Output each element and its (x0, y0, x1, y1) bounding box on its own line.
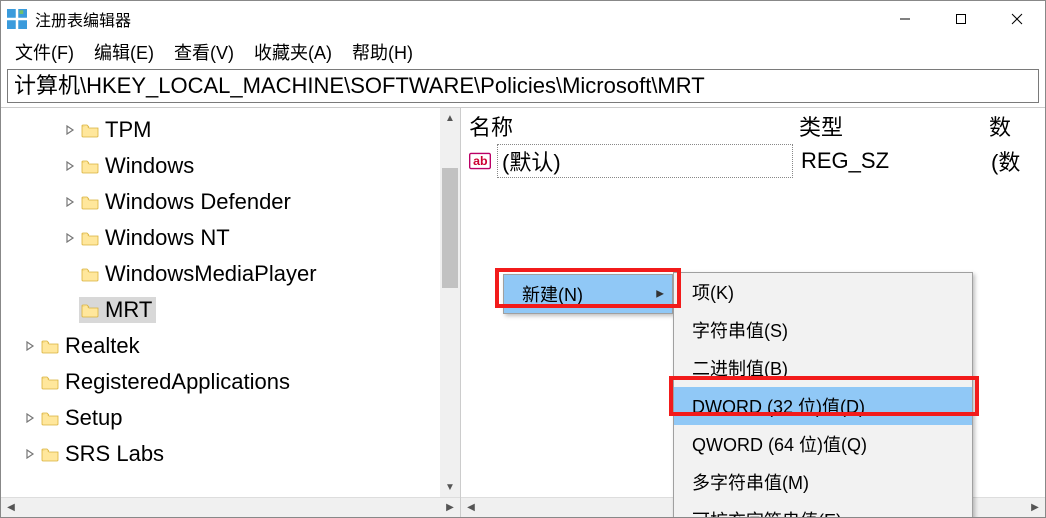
column-data[interactable]: 数 (981, 108, 1045, 144)
main-split: TPM Windows Windows Defender Windows NT Wind… (1, 107, 1045, 517)
tree-expander-icon[interactable] (21, 337, 39, 355)
context-item-new[interactable]: 新建(N)▶ (504, 275, 672, 313)
window-controls (877, 1, 1045, 37)
value-type: REG_SZ (793, 146, 983, 176)
tree-label: TPM (105, 117, 151, 143)
folder-icon (41, 338, 59, 354)
titlebar: 注册表编辑器 (1, 1, 1045, 37)
tree-label: MRT (105, 297, 152, 323)
scroll-up-icon[interactable]: ▲ (440, 108, 460, 128)
tree-expander-icon[interactable] (21, 409, 39, 427)
context-item[interactable]: 字符串值(S) (674, 311, 972, 349)
close-button[interactable] (989, 1, 1045, 37)
folder-icon (81, 158, 99, 174)
menubar: 文件(F) 编辑(E) 查看(V) 收藏夹(A) 帮助(H) (1, 37, 1045, 67)
tree-expander-icon[interactable] (61, 265, 79, 283)
tree-expander-icon[interactable] (61, 121, 79, 139)
list-body[interactable]: ab (默认) REG_SZ (数 新建(N)▶ 项(K)字符串值(S)二进制值… (461, 144, 1045, 497)
scroll-right-icon[interactable]: ▶ (1025, 498, 1045, 518)
tree-expander-icon[interactable] (21, 373, 39, 391)
context-item[interactable]: 多字符串值(M) (674, 463, 972, 501)
tree-label: Setup (65, 405, 123, 431)
string-value-icon: ab (469, 150, 491, 172)
scroll-left-icon[interactable]: ◀ (461, 498, 481, 518)
context-menu-primary: 新建(N)▶ (503, 274, 673, 314)
tree-pane: TPM Windows Windows Defender Windows NT Wind… (1, 108, 461, 517)
tree-row[interactable]: SRS Labs (1, 436, 460, 472)
folder-icon (41, 374, 59, 390)
registry-editor-window: 注册表编辑器 文件(F) 编辑(E) 查看(V) 收藏夹(A) 帮助(H) 计算… (0, 0, 1046, 518)
tree-row[interactable]: Windows Defender (1, 184, 460, 220)
scroll-down-icon[interactable]: ▼ (440, 477, 460, 497)
tree-row[interactable]: Realtek (1, 328, 460, 364)
app-icon (7, 9, 27, 29)
context-item[interactable]: 二进制值(B) (674, 349, 972, 387)
tree-expander-icon[interactable] (61, 157, 79, 175)
tree-horizontal-scrollbar[interactable]: ◀ ▶ (1, 497, 460, 517)
value-name: (默认) (497, 144, 793, 178)
scroll-right-icon[interactable]: ▶ (440, 498, 460, 518)
tree-label: Windows NT (105, 225, 230, 251)
column-name[interactable]: 名称 (461, 108, 791, 144)
tree-row[interactable]: Setup (1, 400, 460, 436)
tree-expander-icon[interactable] (21, 445, 39, 463)
tree-label: WindowsMediaPlayer (105, 261, 317, 287)
list-row[interactable]: ab (默认) REG_SZ (数 (461, 144, 1045, 178)
tree-label: Windows (105, 153, 194, 179)
tree-row[interactable]: WindowsMediaPlayer (1, 256, 460, 292)
list-header: 名称 类型 数 (461, 108, 1045, 144)
tree-label: Windows Defender (105, 189, 291, 215)
menu-help[interactable]: 帮助(H) (342, 37, 423, 67)
tree-row[interactable]: TPM (1, 112, 460, 148)
tree-row[interactable]: Windows (1, 148, 460, 184)
context-item[interactable]: DWORD (32 位)值(D) (674, 387, 972, 425)
folder-icon (41, 410, 59, 426)
tree-expander-icon[interactable] (61, 193, 79, 211)
address-bar[interactable]: 计算机\HKEY_LOCAL_MACHINE\SOFTWARE\Policies… (7, 69, 1039, 103)
maximize-button[interactable] (933, 1, 989, 37)
submenu-arrow-icon: ▶ (656, 289, 664, 300)
tree-label: RegisteredApplications (65, 369, 290, 395)
minimize-button[interactable] (877, 1, 933, 37)
value-data: (数 (983, 143, 1045, 179)
tree-expander-icon[interactable] (61, 229, 79, 247)
values-pane: 名称 类型 数 ab (默认) REG_SZ (数 新建(N)▶ 项(K)字符串… (461, 108, 1045, 517)
folder-icon (81, 230, 99, 246)
tree-expander-icon[interactable] (61, 301, 79, 319)
context-item[interactable]: QWORD (64 位)值(Q) (674, 425, 972, 463)
folder-icon (81, 302, 99, 318)
menu-view[interactable]: 查看(V) (164, 37, 244, 67)
tree-row[interactable]: Windows NT (1, 220, 460, 256)
menu-edit[interactable]: 编辑(E) (84, 37, 164, 67)
folder-icon (81, 194, 99, 210)
context-item[interactable]: 项(K) (674, 273, 972, 311)
folder-icon (81, 266, 99, 282)
tree-vertical-scrollbar[interactable]: ▲ ▼ (440, 108, 460, 497)
folder-icon (41, 446, 59, 462)
tree-label: Realtek (65, 333, 140, 359)
menu-favorites[interactable]: 收藏夹(A) (244, 37, 342, 67)
context-item[interactable]: 可扩充字符串值(E) (674, 501, 972, 517)
context-menu-new: 项(K)字符串值(S)二进制值(B)DWORD (32 位)值(D)QWORD … (673, 272, 973, 517)
scroll-thumb[interactable] (442, 168, 458, 288)
tree-row[interactable]: RegisteredApplications (1, 364, 460, 400)
menu-file[interactable]: 文件(F) (5, 37, 84, 67)
svg-text:ab: ab (473, 154, 488, 168)
folder-icon (81, 122, 99, 138)
scroll-left-icon[interactable]: ◀ (1, 498, 21, 518)
column-type[interactable]: 类型 (791, 108, 981, 144)
registry-tree[interactable]: TPM Windows Windows Defender Windows NT Wind… (1, 108, 460, 497)
tree-label: SRS Labs (65, 441, 164, 467)
window-title: 注册表编辑器 (35, 7, 877, 31)
tree-row[interactable]: MRT (1, 292, 460, 328)
